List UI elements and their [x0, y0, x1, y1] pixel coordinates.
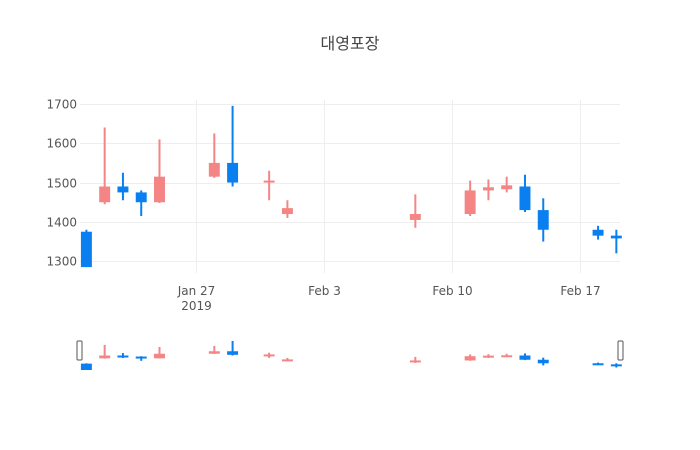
slider-candle — [117, 353, 129, 358]
slider-candle-body — [135, 356, 147, 359]
candle — [592, 225, 604, 240]
slider-candle — [208, 345, 220, 354]
candle-body — [464, 190, 476, 215]
slider-candle — [464, 354, 476, 361]
candle-body — [537, 210, 549, 230]
y-tick-label: 1400 — [46, 216, 77, 230]
candle-body — [99, 186, 111, 203]
grid — [80, 100, 620, 273]
candle — [208, 133, 220, 178]
candle-body — [227, 162, 239, 183]
slider-candle-body — [227, 351, 239, 355]
chart-title: 대영포장 — [321, 34, 380, 53]
candle-body — [610, 235, 622, 239]
candle — [537, 198, 549, 242]
range-slider-left-handle[interactable] — [76, 340, 83, 361]
candle-body — [80, 231, 92, 268]
slider-candle-body — [208, 351, 220, 354]
slider-candle — [409, 356, 421, 363]
slider-candle — [281, 357, 293, 362]
slider-candle — [592, 362, 604, 366]
slider-candle-body — [592, 363, 604, 366]
slider-candle-body — [482, 355, 494, 358]
candle — [482, 179, 494, 201]
y-tick-label: 1600 — [46, 137, 77, 151]
candle-body — [501, 185, 513, 190]
range-slider-right-handle[interactable] — [617, 340, 624, 361]
x-tick-label: Feb 3 — [308, 284, 341, 298]
slider-candle-body — [263, 354, 275, 357]
candle — [154, 139, 165, 204]
candle — [99, 127, 111, 205]
slider-candle-body — [519, 355, 531, 360]
slider-candle — [135, 356, 147, 361]
candle — [80, 229, 92, 268]
range-slider[interactable] — [76, 340, 624, 370]
x-tick-label: Feb 17 — [560, 284, 600, 298]
candle — [501, 176, 513, 193]
slider-candle — [80, 363, 92, 370]
slider-candle-body — [610, 364, 622, 367]
candle-body — [409, 214, 421, 220]
x-tick-label: Feb 10 — [432, 284, 472, 298]
slider-candle-body — [80, 363, 92, 370]
slider-candle-body — [117, 355, 129, 358]
slider-candle — [501, 353, 513, 358]
slider-candle — [610, 363, 622, 368]
candle-body — [281, 208, 293, 215]
candle-body — [154, 176, 165, 203]
slider-candle — [537, 357, 549, 366]
candle — [610, 229, 622, 254]
slider-candle-body — [154, 353, 165, 359]
range-slider-candles — [80, 341, 622, 370]
slider-candle-body — [464, 356, 476, 361]
slider-candle — [263, 352, 275, 358]
candle — [135, 190, 147, 216]
candle — [519, 174, 531, 213]
candle — [117, 172, 129, 201]
candle-body — [592, 229, 604, 236]
slider-candle — [154, 347, 165, 359]
y-tick-label: 1300 — [46, 255, 77, 269]
slider-candle-body — [501, 355, 513, 358]
candle — [409, 194, 421, 228]
x-tick-label: Jan 27 — [177, 284, 216, 298]
candle — [464, 180, 476, 216]
slider-candle-body — [409, 360, 421, 363]
candle — [227, 105, 239, 187]
y-axis: 1300 1400 1500 1600 1700 — [46, 98, 77, 269]
y-tick-label: 1500 — [46, 177, 77, 191]
candle — [263, 170, 275, 201]
slider-candle-body — [537, 359, 549, 364]
slider-candle — [227, 341, 239, 356]
candle-body — [519, 186, 531, 211]
candle-body — [263, 180, 275, 183]
candle-body — [135, 192, 147, 203]
slider-candle — [99, 344, 111, 359]
slider-candle — [482, 354, 494, 358]
candles — [80, 105, 622, 268]
y-tick-label: 1700 — [46, 98, 77, 112]
slider-candle-body — [99, 355, 111, 359]
candle-body — [117, 186, 129, 193]
slider-candle-body — [281, 359, 293, 362]
candle-body — [482, 187, 494, 191]
slider-candle — [519, 353, 531, 361]
x-tick-year: 2019 — [181, 299, 212, 313]
candle — [281, 200, 293, 218]
candle-body — [208, 162, 220, 177]
